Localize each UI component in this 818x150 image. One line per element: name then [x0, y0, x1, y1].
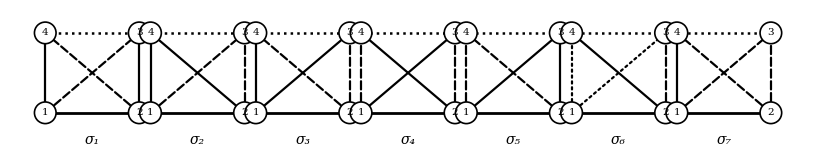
Circle shape — [140, 102, 161, 124]
Text: σ₄: σ₄ — [401, 134, 416, 147]
Text: 1: 1 — [569, 108, 575, 117]
Circle shape — [456, 102, 477, 124]
Circle shape — [760, 102, 782, 124]
Text: 1: 1 — [673, 108, 681, 117]
Circle shape — [128, 22, 150, 44]
Text: 2: 2 — [767, 108, 774, 117]
Text: σ₃: σ₃ — [295, 134, 310, 147]
Circle shape — [234, 22, 255, 44]
Circle shape — [444, 102, 466, 124]
Circle shape — [456, 22, 477, 44]
Text: 4: 4 — [147, 28, 154, 37]
Circle shape — [245, 22, 267, 44]
Text: 2: 2 — [136, 108, 142, 117]
Text: 3: 3 — [557, 28, 564, 37]
Text: 4: 4 — [357, 28, 364, 37]
Text: σ₁: σ₁ — [85, 134, 100, 147]
Circle shape — [550, 22, 571, 44]
Circle shape — [561, 22, 582, 44]
Text: 2: 2 — [347, 108, 353, 117]
Text: 2: 2 — [663, 108, 669, 117]
Text: 1: 1 — [42, 108, 48, 117]
Text: 3: 3 — [241, 28, 248, 37]
Circle shape — [339, 102, 361, 124]
Text: 4: 4 — [42, 28, 48, 37]
Text: 4: 4 — [253, 28, 259, 37]
Circle shape — [654, 102, 676, 124]
Circle shape — [339, 22, 361, 44]
Text: 2: 2 — [452, 108, 458, 117]
Text: 3: 3 — [136, 28, 142, 37]
Circle shape — [760, 22, 782, 44]
Text: 1: 1 — [357, 108, 364, 117]
Circle shape — [654, 22, 676, 44]
Circle shape — [666, 102, 688, 124]
Text: 2: 2 — [241, 108, 248, 117]
Text: σ₂: σ₂ — [190, 134, 205, 147]
Circle shape — [550, 102, 571, 124]
Text: σ₆: σ₆ — [611, 134, 626, 147]
Text: 4: 4 — [673, 28, 681, 37]
Text: 4: 4 — [463, 28, 470, 37]
Text: 4: 4 — [569, 28, 575, 37]
Text: 3: 3 — [452, 28, 458, 37]
Circle shape — [245, 102, 267, 124]
Text: σ₇: σ₇ — [717, 134, 731, 147]
Text: 1: 1 — [253, 108, 259, 117]
Circle shape — [444, 22, 466, 44]
Text: 1: 1 — [147, 108, 154, 117]
Text: 1: 1 — [463, 108, 470, 117]
Text: 2: 2 — [557, 108, 564, 117]
Circle shape — [34, 102, 56, 124]
Circle shape — [350, 22, 372, 44]
Text: 3: 3 — [767, 28, 774, 37]
Circle shape — [234, 102, 255, 124]
Circle shape — [34, 22, 56, 44]
Text: 3: 3 — [663, 28, 669, 37]
Text: σ₅: σ₅ — [506, 134, 521, 147]
Circle shape — [128, 102, 150, 124]
Circle shape — [140, 22, 161, 44]
Circle shape — [561, 102, 582, 124]
Circle shape — [666, 22, 688, 44]
Text: 3: 3 — [347, 28, 353, 37]
Circle shape — [350, 102, 372, 124]
